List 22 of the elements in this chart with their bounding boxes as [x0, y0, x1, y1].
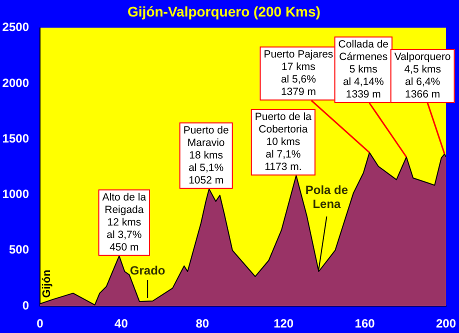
x-tick-label: 160 [354, 316, 376, 331]
x-tick-label: 200 [436, 316, 456, 331]
annotation: Pola de Lena [305, 182, 348, 211]
y-tick-label: 1000 [2, 187, 30, 202]
y-tick-label: 0 [22, 298, 30, 312]
chart-title: Gijón-Valporquero (200 Kms) [128, 3, 320, 20]
y-tick-label: 2500 [2, 20, 30, 34]
x-tick-label: 120 [274, 316, 294, 331]
y-tick-label: 500 [8, 242, 30, 257]
annotation: Grado [130, 263, 166, 278]
x-tick-label: 40 [114, 316, 128, 331]
annotation: Valporquero 4,5 kms al 6,4% 1366 m [394, 51, 451, 101]
annotation: Alto de la Reigada 12 kms al 3,7% 450 m [102, 192, 146, 254]
annotation: Puerto de Maravio 18 kms al 5,1% 1052 m [183, 124, 230, 187]
x-tick-label: 0 [36, 316, 44, 331]
annotation: Collada de Cármenes 5 kms al 4,14% 1339 m [338, 38, 389, 101]
annotation: Puerto de la Cobertoria 10 kms al 7,1% 1173 m. [254, 111, 312, 174]
y-tick-label: 1500 [2, 131, 30, 146]
annotation: Puerto Pajares 17 kms al 5,6% 1379 m [264, 48, 334, 98]
annotation: Gijón [41, 269, 54, 298]
y-tick-label: 2000 [2, 76, 30, 90]
x-tick-label: 80 [196, 316, 210, 331]
